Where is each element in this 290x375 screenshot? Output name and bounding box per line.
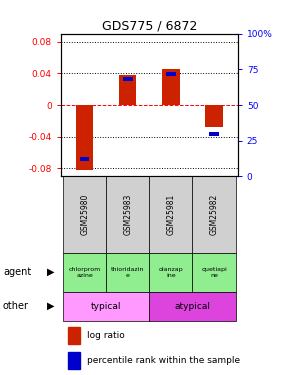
Bar: [162, 69, 180, 105]
Text: GSM25982: GSM25982: [210, 194, 219, 235]
Bar: [193, 176, 236, 253]
Text: other: other: [3, 301, 29, 311]
Title: GDS775 / 6872: GDS775 / 6872: [102, 20, 197, 33]
Bar: [209, 132, 219, 135]
Text: GSM25981: GSM25981: [166, 194, 175, 235]
Bar: [76, 105, 93, 170]
Bar: [149, 292, 236, 321]
Text: GSM25983: GSM25983: [123, 194, 132, 235]
Bar: [106, 253, 149, 292]
Text: percentile rank within the sample: percentile rank within the sample: [88, 356, 241, 365]
Bar: [80, 157, 89, 161]
Text: chlorprom
azine: chlorprom azine: [68, 267, 101, 278]
Bar: [149, 176, 193, 253]
Bar: [193, 253, 236, 292]
Bar: [63, 292, 149, 321]
Text: ▶: ▶: [47, 301, 55, 311]
Bar: [68, 327, 80, 344]
Text: thioridazin
e: thioridazin e: [111, 267, 144, 278]
Text: olanzap
ine: olanzap ine: [159, 267, 183, 278]
Bar: [149, 253, 193, 292]
Bar: [123, 77, 133, 81]
Bar: [205, 105, 223, 127]
Bar: [63, 253, 106, 292]
Bar: [63, 176, 106, 253]
Text: agent: agent: [3, 267, 31, 277]
Text: log ratio: log ratio: [88, 331, 125, 340]
Bar: [166, 72, 176, 76]
Text: quetiapi
ne: quetiapi ne: [201, 267, 227, 278]
Bar: [68, 352, 80, 369]
Bar: [119, 75, 136, 105]
Bar: [106, 176, 149, 253]
Text: atypical: atypical: [175, 302, 211, 310]
Text: ▶: ▶: [47, 267, 55, 277]
Text: GSM25980: GSM25980: [80, 194, 89, 235]
Text: typical: typical: [91, 302, 122, 310]
